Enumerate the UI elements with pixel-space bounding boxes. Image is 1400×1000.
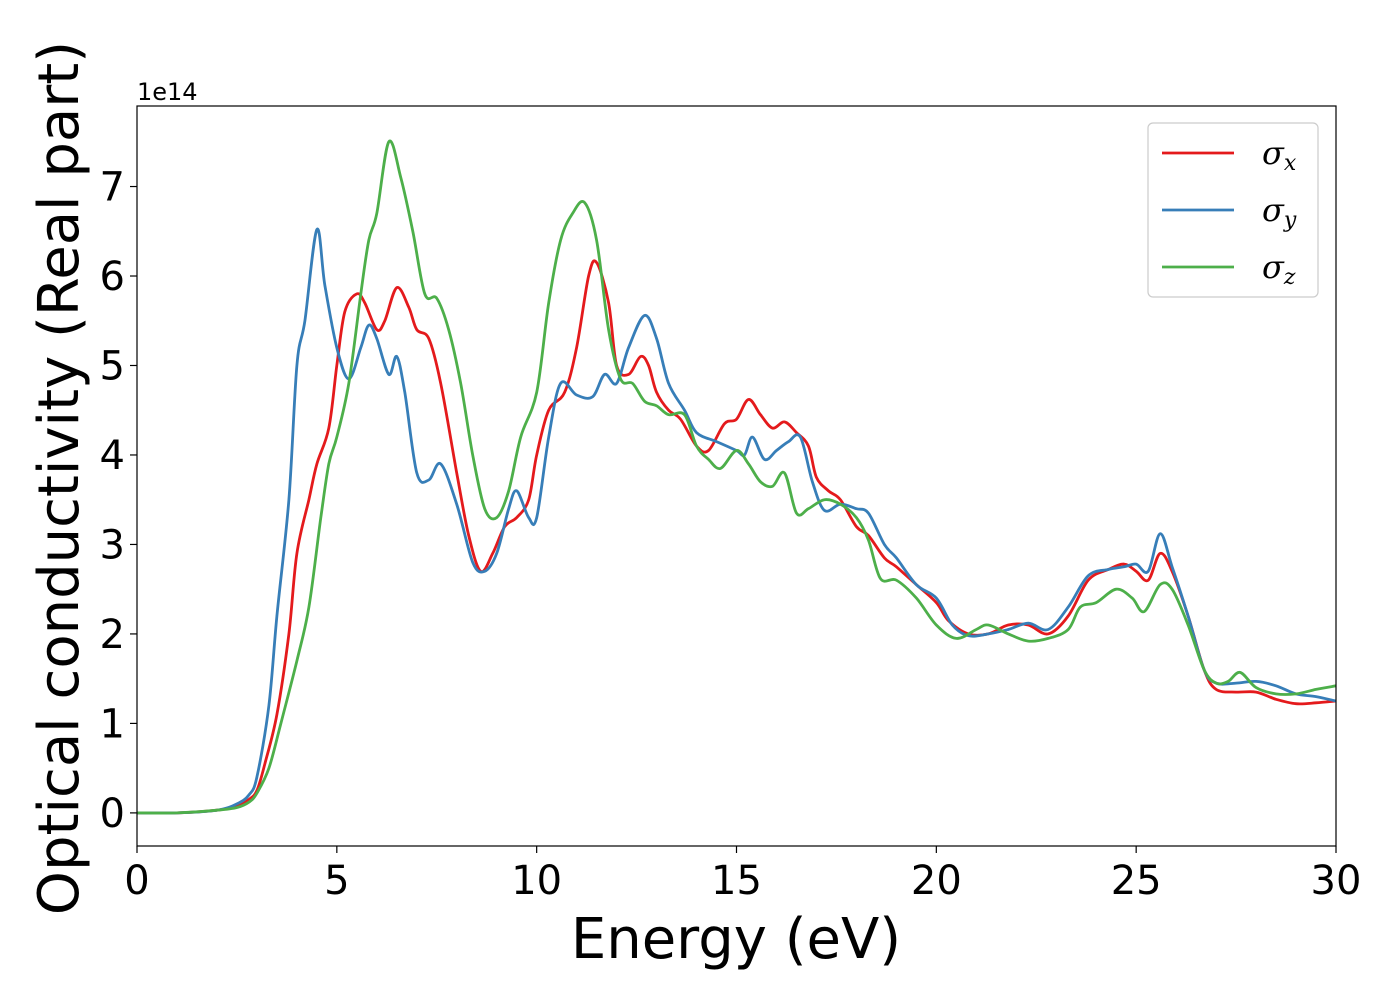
- y-tick-label: 5: [100, 343, 125, 389]
- x-axis-ticks: 0 5 10 15 20 25 30: [124, 846, 1361, 904]
- y-tick-label: 7: [100, 165, 125, 211]
- legend-label-y: σy: [1262, 191, 1297, 233]
- series-line-y: [137, 227, 1336, 815]
- x-tick-label: 10: [511, 858, 562, 904]
- x-tick-label: 5: [324, 858, 349, 904]
- x-tick-label: 15: [711, 858, 762, 904]
- x-tick-label: 20: [911, 858, 962, 904]
- plot-area: [137, 139, 1336, 815]
- legend: σx σy σz: [1147, 122, 1319, 298]
- series-line-z: [137, 139, 1336, 815]
- series-line-x: [137, 259, 1336, 815]
- y-tick-label: 2: [100, 612, 125, 658]
- y-tick-label: 0: [100, 791, 125, 837]
- x-tick-label: 0: [124, 858, 149, 904]
- plot-frame: [136, 105, 1337, 847]
- legend-label-x: σx: [1262, 134, 1297, 176]
- x-tick-label: 25: [1111, 858, 1162, 904]
- y-axis-title: Optical conductivity (Real part): [27, 41, 92, 915]
- y-tick-label: 3: [100, 522, 125, 568]
- y-tick-label: 4: [100, 433, 125, 479]
- y-axis-ticks: 0 1 2 3 4 5 6 7: [100, 165, 137, 837]
- legend-label-z: σz: [1262, 248, 1296, 290]
- y-axis-offset-label: 1e14: [137, 78, 198, 106]
- x-axis-title: Energy (eV): [571, 907, 901, 972]
- y-tick-label: 6: [100, 254, 125, 300]
- y-tick-label: 1: [100, 701, 125, 747]
- x-tick-label: 30: [1311, 858, 1362, 904]
